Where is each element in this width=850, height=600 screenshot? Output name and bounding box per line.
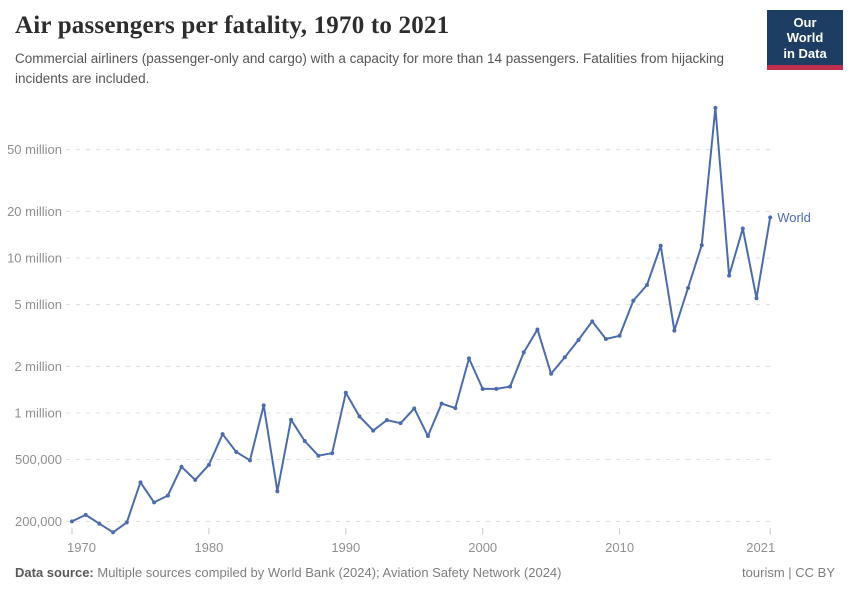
- y-tick-label: 5 million: [14, 297, 62, 312]
- y-tick-label: 10 million: [7, 251, 62, 266]
- data-point-2021[interactable]: [768, 215, 773, 220]
- data-point-2013[interactable]: [658, 243, 663, 248]
- data-point-1993[interactable]: [384, 418, 389, 423]
- y-tick-label: 20 million: [7, 204, 62, 219]
- data-point-2006[interactable]: [562, 355, 567, 360]
- y-tick-label: 50 million: [7, 142, 62, 157]
- license-note[interactable]: tourism | CC BY: [742, 565, 835, 580]
- data-point-1996[interactable]: [425, 434, 430, 439]
- chart-footer: Data source: Multiple sources compiled b…: [15, 565, 835, 580]
- data-source-label: Data source:: [15, 565, 94, 580]
- data-point-2018[interactable]: [727, 273, 732, 278]
- x-tick-label: 2000: [468, 540, 497, 555]
- data-point-1991[interactable]: [357, 414, 362, 419]
- data-point-2003[interactable]: [521, 350, 526, 355]
- data-point-1985[interactable]: [275, 489, 280, 494]
- data-point-1995[interactable]: [412, 406, 417, 411]
- data-point-1973[interactable]: [111, 530, 116, 535]
- data-point-1970[interactable]: [70, 519, 74, 524]
- data-point-1994[interactable]: [398, 421, 403, 426]
- data-point-1972[interactable]: [97, 521, 102, 526]
- data-point-1992[interactable]: [371, 428, 376, 433]
- data-point-2014[interactable]: [672, 328, 677, 333]
- data-point-2017[interactable]: [713, 105, 718, 110]
- y-tick-label: 1 million: [14, 406, 62, 421]
- chart-subtitle: Commercial airliners (passenger-only and…: [15, 51, 725, 86]
- data-point-1997[interactable]: [439, 401, 444, 406]
- data-point-2010[interactable]: [617, 333, 622, 338]
- data-point-2001[interactable]: [494, 386, 499, 391]
- data-point-1981[interactable]: [220, 432, 225, 437]
- data-point-1978[interactable]: [179, 464, 184, 469]
- data-point-1983[interactable]: [247, 458, 252, 463]
- data-point-1980[interactable]: [206, 462, 211, 467]
- data-point-2007[interactable]: [576, 337, 581, 342]
- data-point-2005[interactable]: [549, 371, 554, 376]
- data-source-note: Data source: Multiple sources compiled b…: [15, 565, 562, 580]
- data-point-2011[interactable]: [631, 298, 636, 303]
- data-point-2004[interactable]: [535, 327, 540, 332]
- data-point-1986[interactable]: [289, 417, 294, 422]
- data-point-1971[interactable]: [83, 512, 88, 517]
- data-point-2008[interactable]: [590, 319, 595, 324]
- x-tick-label: 2021: [746, 540, 775, 555]
- data-point-1989[interactable]: [330, 451, 335, 456]
- page-title: Air passengers per fatality, 1970 to 202…: [15, 12, 450, 39]
- chart-header: Air passengers per fatality, 1970 to 202…: [15, 12, 760, 88]
- data-source-text: Multiple sources compiled by World Bank …: [93, 565, 562, 580]
- data-point-2015[interactable]: [686, 286, 691, 291]
- y-tick-label: 2 million: [14, 359, 62, 374]
- owid-logo-line2: in Data: [783, 45, 827, 61]
- x-tick-label: 1980: [194, 540, 223, 555]
- data-point-1982[interactable]: [234, 450, 239, 455]
- data-point-1979[interactable]: [193, 477, 198, 482]
- series-label-world[interactable]: World: [777, 210, 811, 225]
- y-tick-label: 200,000: [15, 514, 62, 529]
- data-point-1999[interactable]: [467, 356, 472, 361]
- data-point-1984[interactable]: [261, 403, 266, 408]
- data-point-1974[interactable]: [124, 520, 129, 525]
- data-point-2019[interactable]: [740, 226, 745, 231]
- x-tick-label: 1970: [67, 540, 96, 555]
- owid-logo[interactable]: Our World in Data: [767, 10, 843, 70]
- x-tick-label: 1990: [331, 540, 360, 555]
- data-point-1987[interactable]: [302, 438, 307, 443]
- data-point-1988[interactable]: [316, 453, 321, 458]
- data-point-1975[interactable]: [138, 480, 143, 485]
- owid-logo-line1: Our World: [786, 15, 824, 46]
- data-point-1977[interactable]: [165, 493, 170, 498]
- data-point-2000[interactable]: [480, 386, 485, 391]
- data-point-2016[interactable]: [699, 243, 704, 248]
- data-point-2009[interactable]: [603, 337, 608, 342]
- data-point-1976[interactable]: [152, 500, 157, 505]
- x-tick-label: 2010: [605, 540, 634, 555]
- y-tick-label: 500,000: [15, 452, 62, 467]
- data-point-2002[interactable]: [508, 384, 513, 389]
- data-point-2020[interactable]: [754, 296, 759, 301]
- data-point-1990[interactable]: [343, 390, 348, 395]
- data-point-2012[interactable]: [644, 282, 649, 287]
- series-line-world[interactable]: [71, 106, 772, 534]
- data-point-1998[interactable]: [453, 406, 458, 411]
